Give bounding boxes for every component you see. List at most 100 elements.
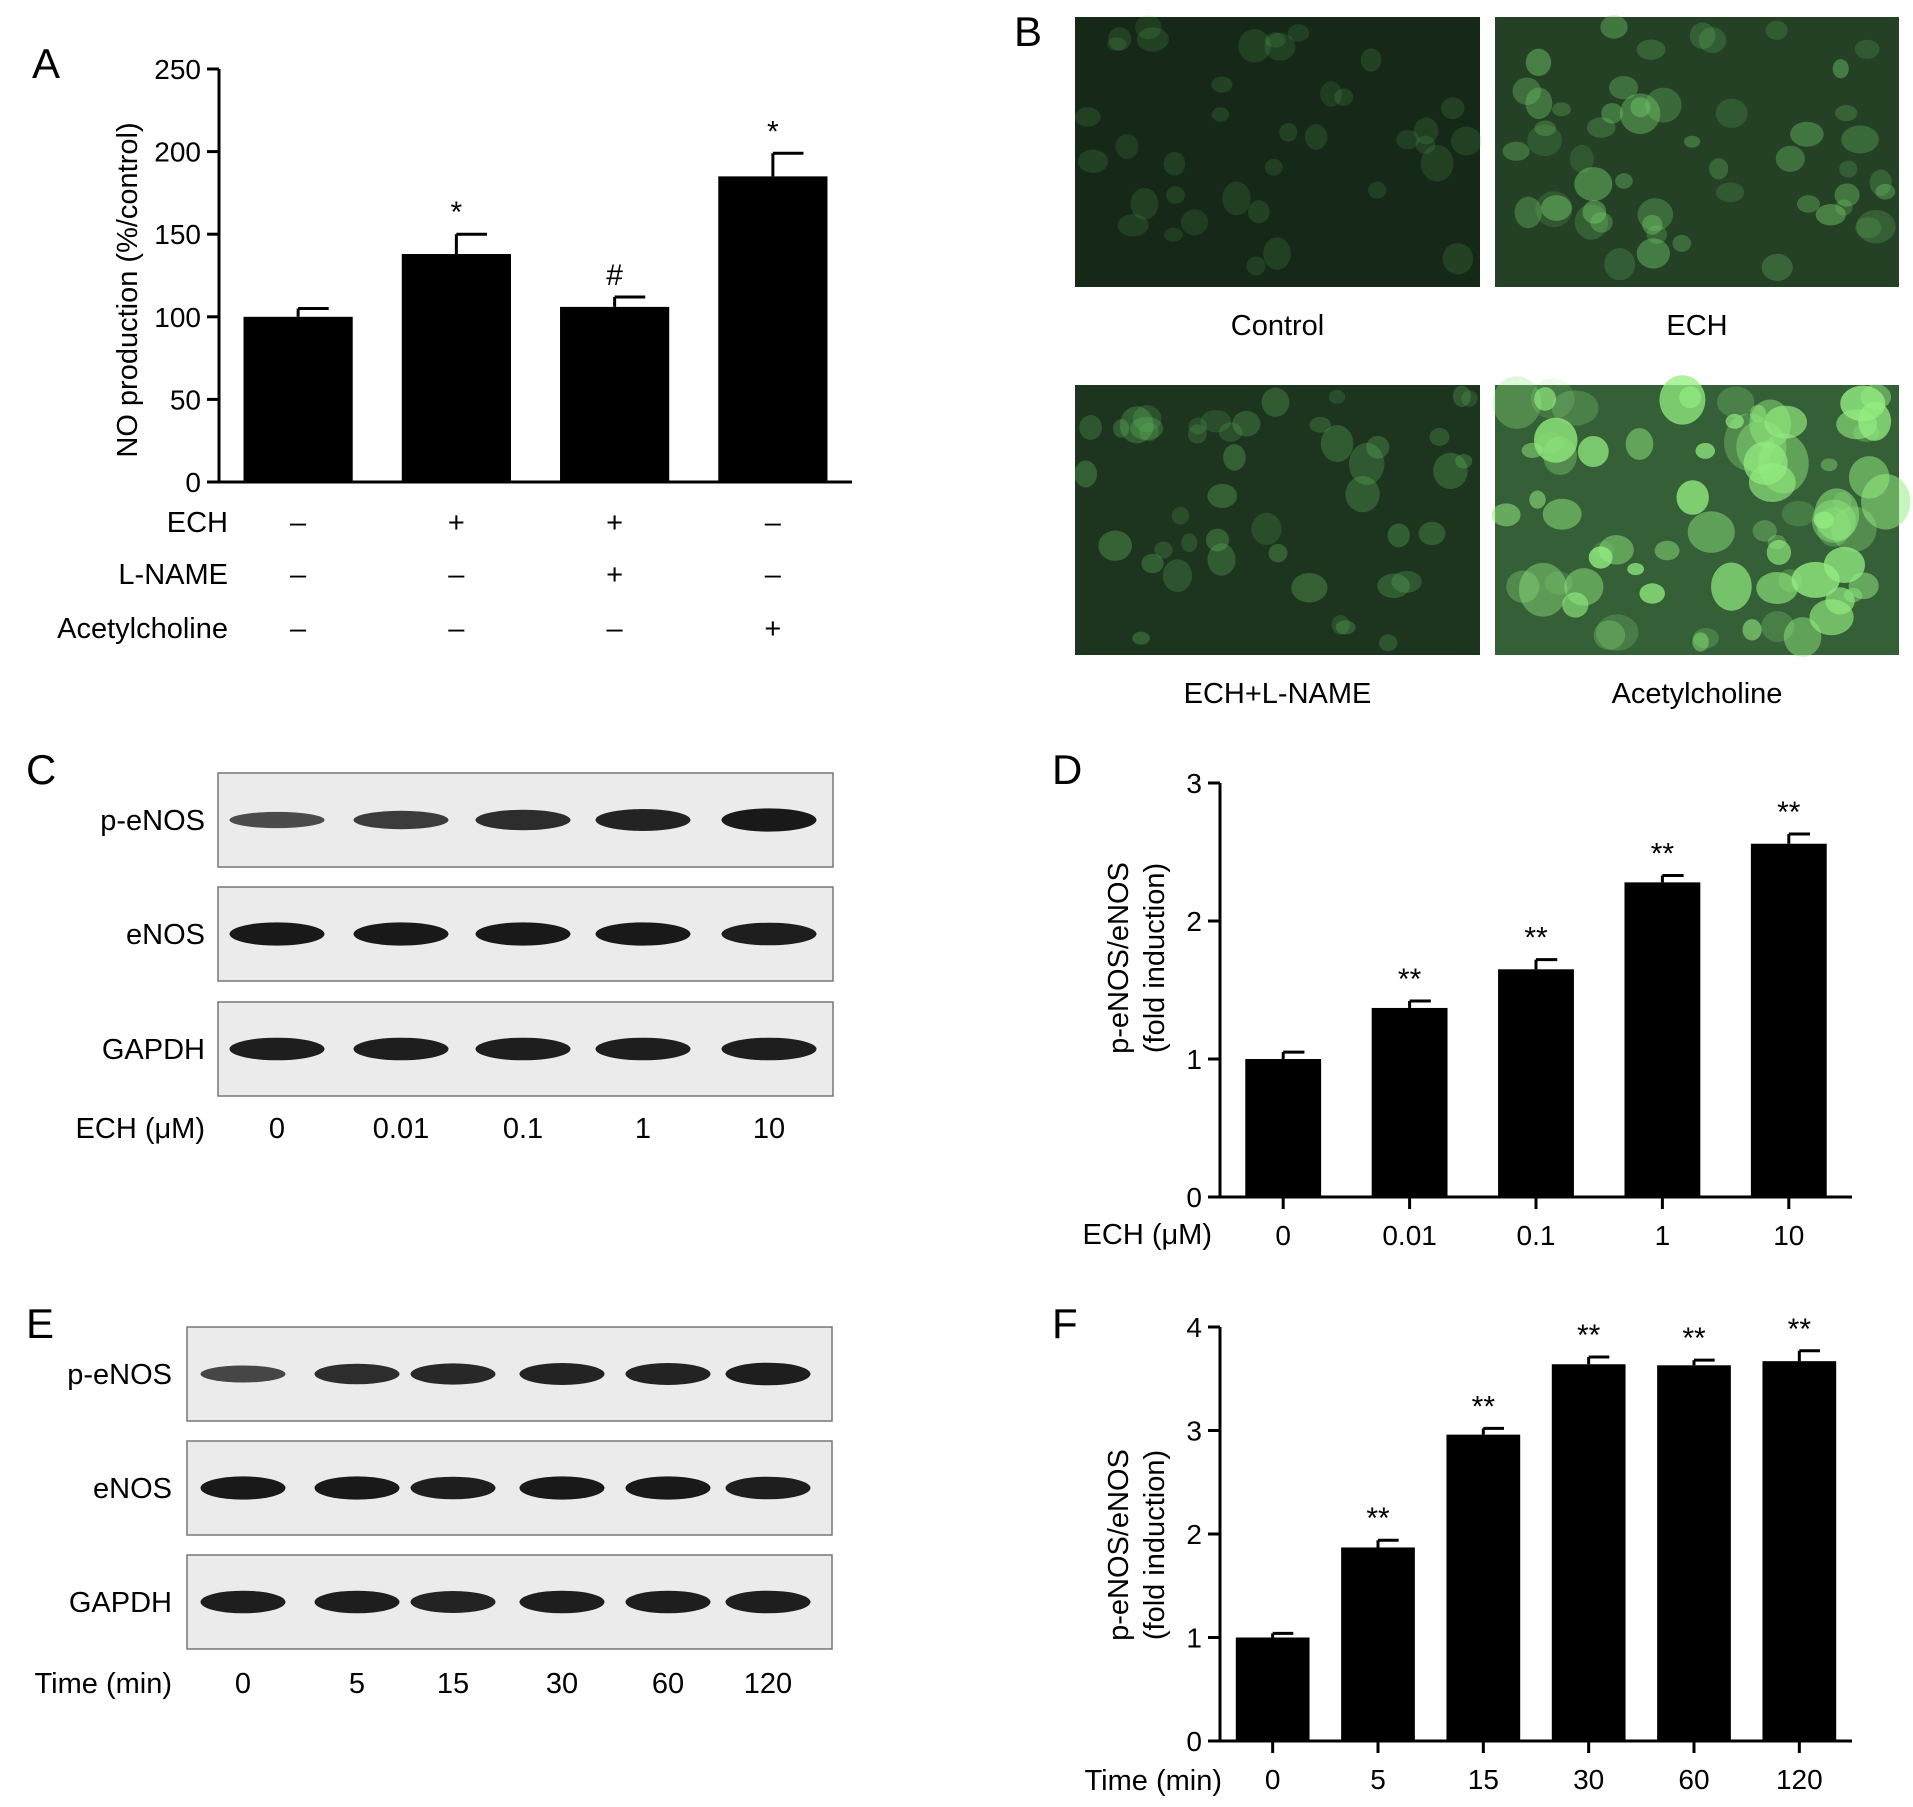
panel-d-y-tick-label: 0 xyxy=(1186,1182,1202,1213)
panel-a-treatment-sign: – xyxy=(765,507,782,539)
cell-blob xyxy=(1778,569,1802,593)
cell-blob xyxy=(1132,631,1150,645)
cell-blob xyxy=(1767,534,1787,550)
panel-c-row-label: eNOS xyxy=(126,919,205,951)
panel-d-x-tick-label: 0 xyxy=(1275,1220,1291,1251)
panel-letter-f: F xyxy=(1052,1300,1078,1347)
panel-a-treatment-sign: – xyxy=(290,559,307,591)
cell-blob xyxy=(1820,458,1838,472)
cell-blob xyxy=(1328,389,1346,404)
cell-blob xyxy=(1639,583,1665,604)
panel-f-x-tick-label: 5 xyxy=(1370,1764,1386,1795)
panel-c-band xyxy=(595,809,691,831)
panel-e-lane-label: 30 xyxy=(546,1668,578,1700)
panel-a-significance-mark: * xyxy=(767,115,779,148)
panel-a-treatment-sign: – xyxy=(290,613,307,645)
panel-c-band xyxy=(229,922,325,946)
cell-blob xyxy=(1335,620,1356,635)
cell-blob xyxy=(1813,511,1835,529)
cell-blob xyxy=(1756,571,1798,605)
cell-blob xyxy=(1518,562,1568,617)
cell-blob xyxy=(1287,24,1310,42)
panel-e-lane-label: 60 xyxy=(652,1668,684,1700)
cell-blob xyxy=(1529,490,1546,509)
panel-f-bar xyxy=(1762,1361,1837,1741)
cell-blob xyxy=(1816,507,1851,547)
cell-blob xyxy=(1831,506,1877,552)
panel-f-x-label: Time (min) xyxy=(1085,1765,1222,1797)
cell-blob xyxy=(1698,27,1727,54)
cell-blob xyxy=(1645,87,1682,123)
cell-blob xyxy=(1117,214,1149,237)
cell-blob xyxy=(1232,410,1261,437)
panel-f-x-tick-label: 15 xyxy=(1468,1764,1499,1795)
cell-blob xyxy=(1848,456,1890,499)
cell-blob xyxy=(1442,243,1474,275)
micrograph-image xyxy=(1495,17,1899,287)
cell-blob xyxy=(1717,386,1755,418)
cell-blob xyxy=(1200,410,1232,433)
panel-d-x-tick-label: 1 xyxy=(1655,1220,1671,1251)
panel-f-significance-mark: ** xyxy=(1472,1390,1496,1423)
cell-blob xyxy=(1615,173,1633,189)
cell-blob xyxy=(1692,632,1709,652)
cell-blob xyxy=(1450,126,1482,156)
panel-f-x-tick-label: 30 xyxy=(1573,1764,1604,1795)
cell-blob xyxy=(1534,120,1557,136)
panel-e-band xyxy=(519,1476,605,1500)
cell-blob xyxy=(1601,102,1624,124)
cell-blob xyxy=(1562,592,1589,618)
panel-a-treatment-sign: – xyxy=(765,559,782,591)
cell-blob xyxy=(1506,570,1540,603)
cell-blob xyxy=(1078,149,1109,173)
cell-blob xyxy=(1676,480,1709,515)
cell-blob xyxy=(1264,158,1283,176)
cell-blob xyxy=(1692,627,1719,649)
cell-blob xyxy=(1834,183,1860,207)
cell-blob xyxy=(1108,27,1132,51)
cell-blob xyxy=(1595,614,1639,651)
cell-blob xyxy=(1796,195,1820,213)
panel-e-lane-label: 120 xyxy=(744,1668,792,1700)
cell-blob xyxy=(1502,141,1530,161)
panel-c-band xyxy=(229,1037,325,1061)
panel-letter-b: B xyxy=(1014,8,1042,55)
panel-f-x-tick-label: 0 xyxy=(1265,1764,1281,1795)
panel-d-bar xyxy=(1245,1059,1322,1197)
panel-d-significance-mark: ** xyxy=(1651,837,1675,870)
cell-blob xyxy=(1377,573,1410,599)
panel-a-treatment-sign: – xyxy=(290,507,307,539)
cell-blob xyxy=(1854,39,1880,59)
panel-c-lane-label: 0.1 xyxy=(503,1113,543,1145)
cell-blob xyxy=(1574,166,1613,201)
panel-a-significance-mark: * xyxy=(451,196,463,229)
cell-blob xyxy=(1809,599,1854,636)
panel-c-band xyxy=(595,922,691,946)
cell-blob xyxy=(1533,417,1578,463)
cell-blob xyxy=(1856,209,1896,244)
cell-blob xyxy=(1625,428,1654,460)
cell-blob xyxy=(1218,422,1243,442)
cell-blob xyxy=(1455,453,1473,469)
panel-a-y-tick-label: 100 xyxy=(154,302,201,333)
panel-e-band xyxy=(625,1590,711,1614)
cell-blob xyxy=(1715,98,1748,128)
panel-d-x-tick-label: 0.1 xyxy=(1517,1220,1556,1251)
cell-blob xyxy=(1695,442,1716,459)
cell-blob xyxy=(1461,390,1478,407)
panel-a-y-axis-title: NO production (%/control) xyxy=(112,122,144,457)
cell-blob xyxy=(1869,169,1892,196)
cell-blob xyxy=(1136,27,1169,52)
cell-blob xyxy=(1646,225,1668,244)
panel-c-x-label: ECH (μM) xyxy=(76,1113,205,1145)
micrograph-image xyxy=(1075,385,1480,655)
cell-blob xyxy=(1761,253,1793,281)
cell-blob xyxy=(1113,419,1130,438)
cell-blob xyxy=(1752,520,1777,542)
cell-blob xyxy=(1835,199,1853,216)
cell-blob xyxy=(1223,444,1246,471)
cell-blob xyxy=(1642,214,1663,235)
cell-blob xyxy=(1761,611,1795,642)
panel-c-band xyxy=(721,922,817,946)
cell-blob xyxy=(1164,227,1183,242)
